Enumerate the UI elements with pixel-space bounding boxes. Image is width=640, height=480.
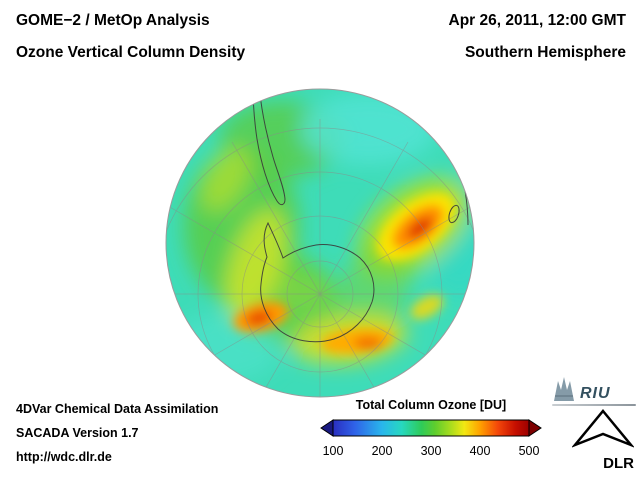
ozone-hotspot	[410, 294, 444, 320]
colorbar-right-arrow	[528, 419, 542, 437]
region-label: Southern Hemisphere	[464, 44, 626, 61]
riu-logo: RIU	[552, 376, 636, 406]
instrument-title: GOME−2 / MetOp Analysis	[16, 12, 210, 29]
ozone-hotspot	[407, 217, 433, 239]
ozone-blob	[301, 93, 437, 165]
ozone-hotspot	[354, 337, 382, 349]
datetime-label: Apr 26, 2011, 12:00 GMT	[448, 12, 626, 29]
antarctica-coast	[260, 221, 375, 343]
assimilation-label: 4DVar Chemical Data Assimilation	[16, 402, 219, 416]
colorbar	[320, 419, 542, 437]
globe-map	[164, 87, 476, 399]
footer-left: 4DVar Chemical Data Assimilation SACADA …	[16, 402, 218, 474]
dlr-logo: DLR	[570, 408, 636, 472]
ozone-blob	[201, 146, 251, 212]
riu-logo-text: RIU	[580, 385, 611, 402]
header-right: Apr 26, 2011, 12:00 GMT Southern Hemisph…	[449, 12, 626, 62]
colorbar-tick-400: 400	[469, 444, 491, 458]
colorbar-gradient	[332, 419, 530, 437]
colorbar-tick-300: 300	[420, 444, 442, 458]
colorbar-ticks: 100 200 300 400 500	[320, 444, 542, 460]
header-left: GOME−2 / MetOp Analysis Ozone Vertical C…	[16, 12, 245, 62]
graticule	[166, 119, 474, 397]
globe-rim	[165, 88, 475, 398]
ozone-hotspot	[246, 310, 272, 326]
colorbar-tick-100: 100	[322, 444, 344, 458]
url-label: http://wdc.dlr.de	[16, 450, 112, 464]
cathedral-icon	[554, 377, 574, 401]
product-title: Ozone Vertical Column Density	[16, 44, 246, 61]
riu-logo-underline	[552, 404, 636, 406]
colorbar-left-arrow	[320, 419, 334, 437]
colorbar-title: Total Column Ozone [DU]	[355, 398, 507, 412]
colorbar-tick-500: 500	[518, 444, 540, 458]
meridian-lines	[166, 119, 474, 397]
ozone-field-hot-cores	[233, 192, 456, 354]
dlr-logo-text: DLR	[603, 455, 634, 472]
version-label: SACADA Version 1.7	[16, 426, 139, 440]
riu-logo-row: RIU	[552, 376, 636, 402]
colorbar-tick-200: 200	[371, 444, 393, 458]
south-america-coast	[252, 89, 286, 206]
madagascar-coast	[448, 204, 460, 224]
dlr-emblem-icon	[570, 409, 636, 448]
colorbar-block: Total Column Ozone [DU]	[320, 398, 542, 460]
ozone-globe-svg	[165, 88, 475, 398]
